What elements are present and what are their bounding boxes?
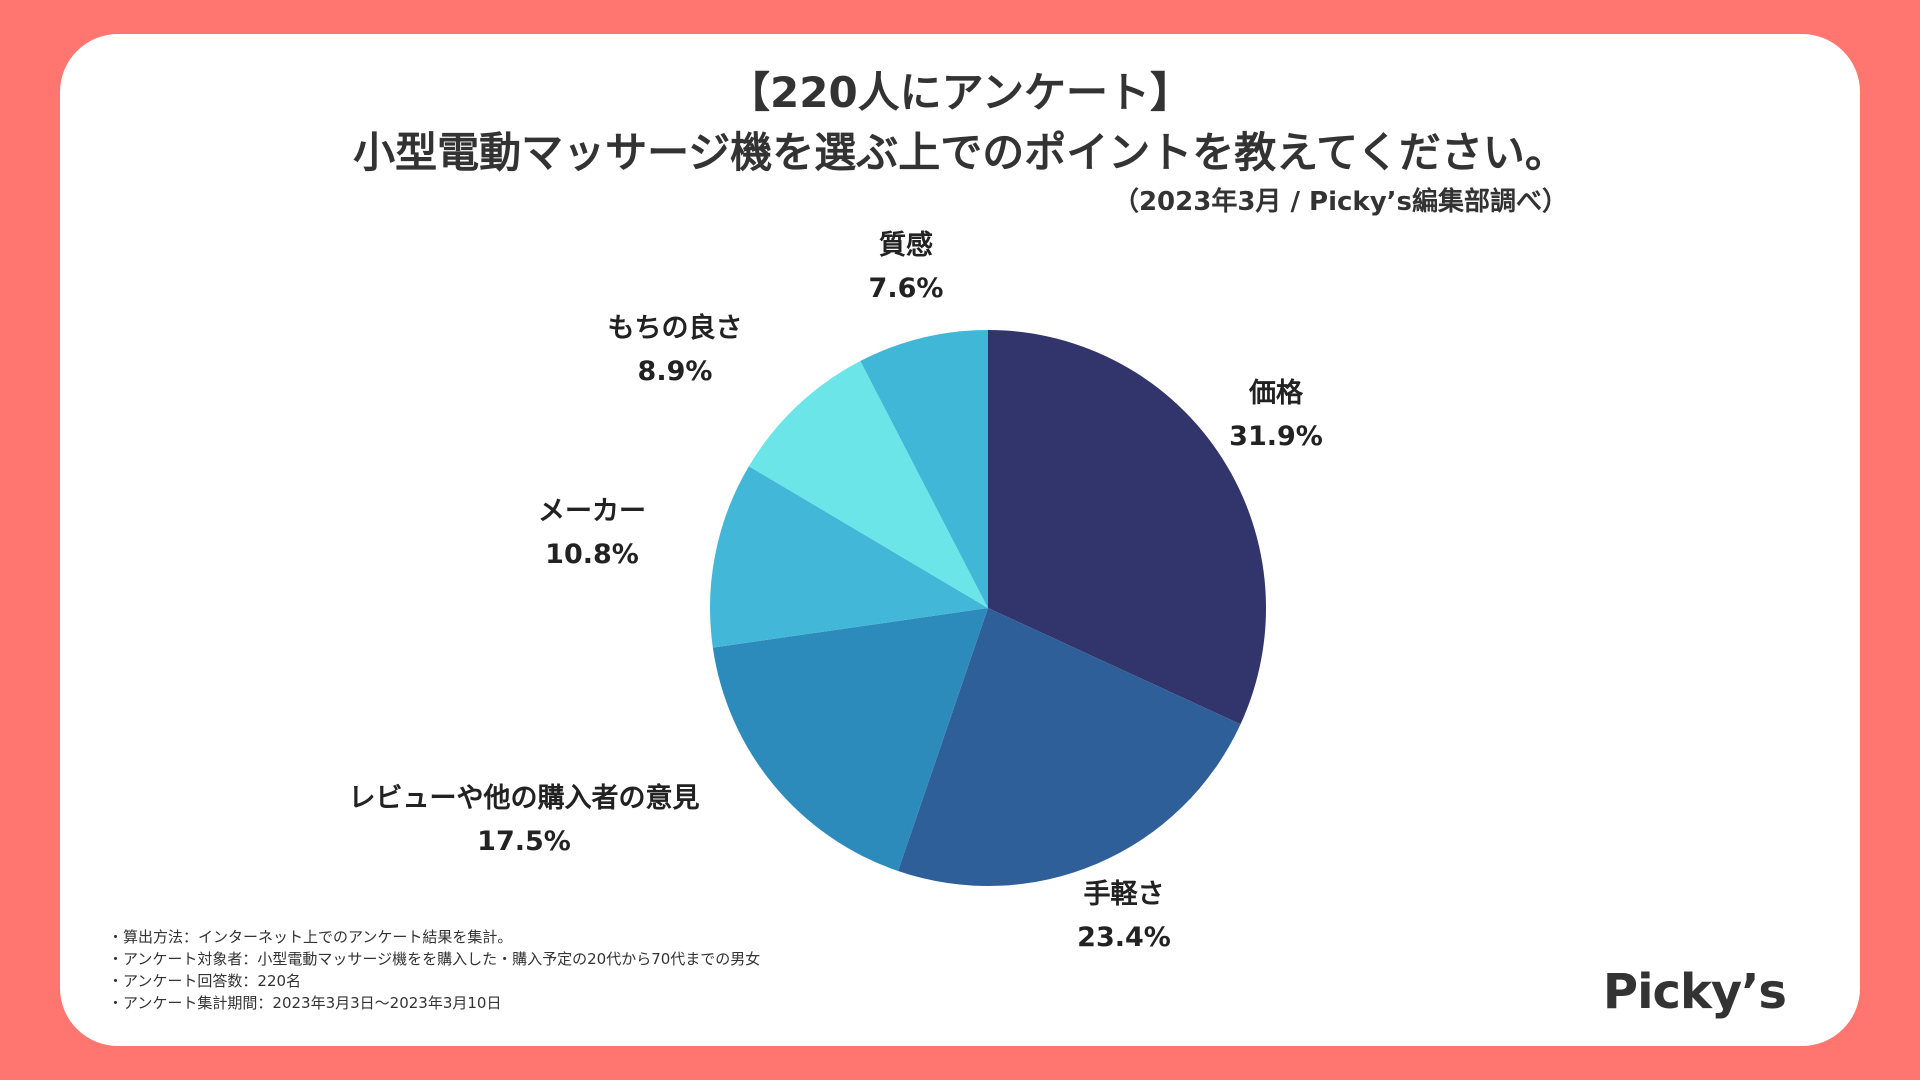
slice-reviews (712, 608, 988, 872)
picky-s-logo: Picky’s (1602, 964, 1787, 1020)
slice-price-label: 価格 (1248, 378, 1304, 409)
slice-ease-label: 手軽さ (1084, 879, 1165, 910)
chart-title-line2: 小型電動マッサージ機を選ぶ上でのポイントを教えてください。 (353, 128, 1567, 177)
slice-maker-label: メーカー (538, 496, 646, 527)
slice-durability-value-label: 8.9% (638, 356, 713, 387)
note-count: ・アンケート回答数：220名 (108, 972, 302, 990)
slice-ease (898, 608, 1241, 886)
slice-texture-value-label: 7.6% (869, 273, 944, 304)
slice-durability-label: もちの良さ (608, 312, 743, 344)
slice-texture (860, 330, 988, 608)
note-target: ・アンケート対象者：小型電動マッサージ機をを購入した・購入予定の20代から70代… (108, 950, 761, 968)
slice-texture-label: 質感 (879, 229, 933, 261)
slice-maker-value-label: 10.8% (545, 539, 639, 570)
slice-reviews-value-label: 17.5% (477, 826, 571, 857)
slice-price (988, 330, 1266, 725)
slice-ease-value-label: 23.4% (1077, 922, 1171, 953)
slice-reviews-label: レビューや他の購入者の意見 (349, 782, 700, 814)
note-period: ・アンケート集計期間：2023年3月3日〜2023年3月10日 (108, 994, 502, 1012)
note-method: ・算出方法：インターネット上でのアンケート結果を集計。 (108, 928, 513, 946)
slice-maker (710, 466, 988, 648)
source-note: （2023年3月 / Picky’s編集部調べ） (1112, 187, 1568, 217)
slice-price-value-label: 31.9% (1229, 421, 1323, 452)
chart-title-line1: 【220人にアンケート】 (728, 68, 1192, 117)
survey-notes: ・算出方法：インターネット上でのアンケート結果を集計。 ・アンケート対象者：小型… (108, 926, 760, 1014)
slice-durability (748, 361, 988, 608)
